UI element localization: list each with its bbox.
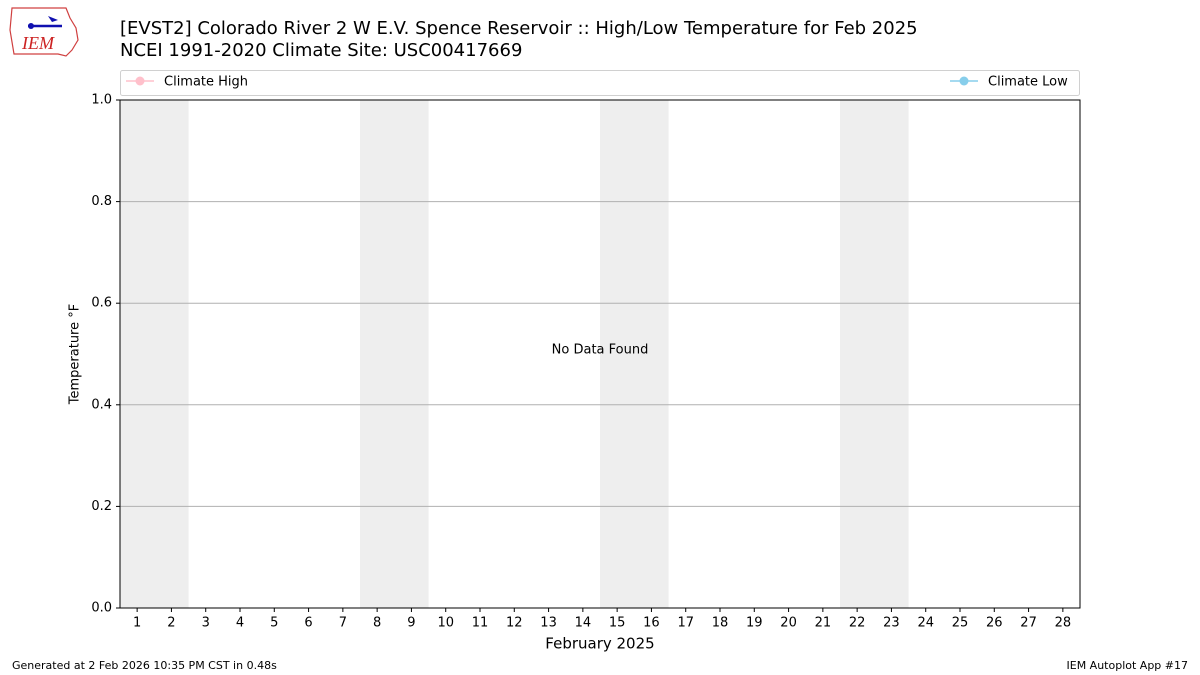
x-tick-label: 17 xyxy=(677,616,694,631)
x-tick-label: 26 xyxy=(986,616,1003,631)
x-tick-label: 12 xyxy=(506,616,523,631)
y-tick-label: 0.6 xyxy=(91,296,112,311)
x-tick-label: 23 xyxy=(883,616,900,631)
x-tick-label: 16 xyxy=(643,616,660,631)
x-tick-label: 2 xyxy=(167,616,175,631)
chart-subtitle: NCEI 1991-2020 Climate Site: USC00417669 xyxy=(120,40,522,61)
logo: IEM xyxy=(9,7,79,57)
x-tick-label: 28 xyxy=(1055,616,1072,631)
x-tick-label: 24 xyxy=(917,616,934,631)
x-tick-label: 27 xyxy=(1020,616,1037,631)
y-tick-label: 1.0 xyxy=(91,93,112,108)
x-tick-label: 22 xyxy=(849,616,866,631)
y-axis-label: Temperature °F xyxy=(68,304,83,405)
y-tick-label: 0.2 xyxy=(91,499,112,514)
weekend-shading xyxy=(120,100,909,608)
legend-marker xyxy=(135,76,145,86)
annotation: No Data Found xyxy=(552,343,649,358)
y-tick-label: 0.8 xyxy=(91,194,112,209)
x-tick-label: 6 xyxy=(304,616,312,631)
x-tick-label: 18 xyxy=(712,616,729,631)
plot-frame xyxy=(119,99,1081,609)
x-tick-label: 7 xyxy=(339,616,347,631)
x-tick-label: 5 xyxy=(270,616,278,631)
legend-marker xyxy=(959,76,969,86)
x-tick-label: 1 xyxy=(133,616,141,631)
x-tick-label: 9 xyxy=(407,616,415,631)
x-tick-label: 19 xyxy=(746,616,763,631)
x-tick-label: 15 xyxy=(609,616,626,631)
footer-right: IEM Autoplot App #17 xyxy=(1067,659,1189,672)
x-tick-label: 4 xyxy=(236,616,244,631)
y-tick-label: 0.0 xyxy=(91,601,112,616)
legend-box xyxy=(120,70,1080,96)
footer-left: Generated at 2 Feb 2026 10:35 PM CST in … xyxy=(12,659,277,672)
x-tick-label: 13 xyxy=(540,616,557,631)
y-tick-label: 0.4 xyxy=(91,397,112,412)
x-tick-label: 14 xyxy=(575,616,592,631)
legend-label: Climate High xyxy=(164,75,248,90)
logo-text: IEM xyxy=(21,33,55,53)
x-tick-label: 25 xyxy=(952,616,969,631)
x-tick-label: 20 xyxy=(780,616,797,631)
legend-label: Climate Low xyxy=(988,75,1068,90)
x-axis-label: February 2025 xyxy=(545,635,654,653)
x-tick-label: 21 xyxy=(815,616,832,631)
x-tick-label: 8 xyxy=(373,616,381,631)
x-tick-label: 11 xyxy=(472,616,489,631)
chart-title: [EVST2] Colorado River 2 W E.V. Spence R… xyxy=(120,18,918,39)
x-tick-label: 3 xyxy=(202,616,210,631)
x-tick-label: 10 xyxy=(437,616,454,631)
